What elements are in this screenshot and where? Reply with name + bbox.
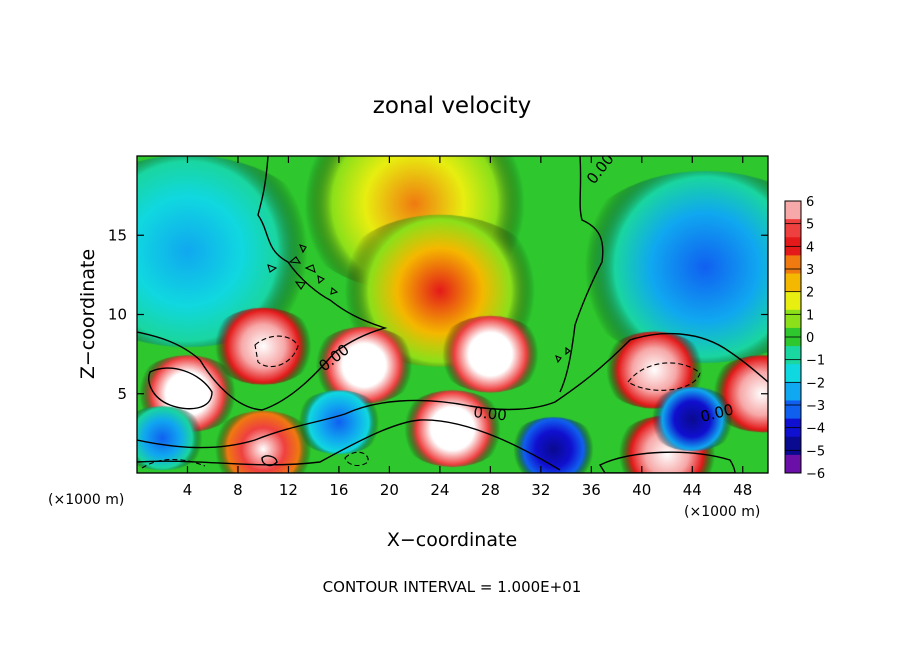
plot-area: 0.00 0.00 0.00 0.00 — [137, 156, 768, 473]
colorbar-swatch — [785, 255, 801, 275]
x-tick-label: 44 — [683, 481, 702, 499]
zero-contour-bottom — [137, 419, 561, 471]
colorbar-label: 1 — [806, 308, 814, 323]
colorbar-label: −4 — [806, 422, 825, 437]
colorbar-swatch — [785, 219, 801, 238]
colorbar-label: 2 — [806, 286, 814, 301]
colorbar: 6 5 4 3 2 1 0 −1 −2 −3 −4 −5 −6 — [784, 195, 825, 482]
negative-contour-right — [627, 362, 701, 391]
colorbar-swatch — [785, 309, 801, 329]
x-axis-label: X−coordinate — [387, 529, 517, 551]
colorbar-label: −1 — [806, 354, 825, 369]
colorbar-label: 6 — [806, 195, 814, 210]
zero-contour-left — [137, 156, 388, 411]
x-tick-label: 4 — [183, 481, 193, 499]
colorbar-swatch — [785, 273, 801, 293]
colorbar-swatch — [785, 346, 801, 365]
colorbar-swatch — [785, 201, 801, 220]
speckle-contours — [267, 244, 571, 364]
colorbar-swatch — [785, 436, 801, 456]
colorbar-label: −6 — [806, 467, 825, 482]
x-tick-label: 24 — [430, 481, 449, 499]
x-tick-label: 16 — [329, 481, 348, 499]
x-unit-left: (×1000 m) — [48, 492, 124, 508]
x-tick-label: 48 — [733, 481, 752, 499]
colorbar-swatch — [785, 400, 801, 420]
colorbar-label: −5 — [806, 444, 825, 459]
colorbar-label: 0 — [806, 331, 814, 346]
chart-title: zonal velocity — [373, 93, 531, 119]
x-tick-label: 32 — [531, 481, 550, 499]
contour-lines — [137, 156, 768, 473]
colorbar-swatch — [785, 454, 801, 474]
zero-contour-right — [559, 156, 604, 393]
closed-contour-left — [148, 367, 213, 410]
negative-contour-left — [254, 335, 299, 367]
x-tick-label: 28 — [481, 481, 500, 499]
y-tick-label: 15 — [108, 226, 127, 244]
x-tick-label: 20 — [380, 481, 399, 499]
y-tick-label: 10 — [108, 306, 127, 324]
colorbar-swatch — [785, 291, 801, 311]
y-axis-label: Z−coordinate — [77, 249, 99, 379]
y-tick-label: 5 — [117, 385, 127, 403]
velocity-field — [137, 156, 768, 473]
contour-interval-note: CONTOUR INTERVAL = 1.000E+01 — [323, 578, 582, 596]
small-contour — [261, 455, 278, 467]
colorbar-label: 4 — [806, 240, 814, 255]
colorbar-swatch — [785, 364, 801, 383]
x-tick-label: 12 — [279, 481, 298, 499]
colorbar-label: −2 — [806, 376, 825, 391]
colorbar-label: 3 — [806, 263, 814, 278]
negative-contour-bottom — [141, 459, 206, 469]
colorbar-label: 5 — [806, 218, 814, 233]
colorbar-swatch — [785, 382, 801, 401]
x-tick-label: 40 — [632, 481, 651, 499]
x-tick-label: 8 — [233, 481, 243, 499]
zero-contour-lower — [137, 332, 768, 449]
x-tick-label: 36 — [582, 481, 601, 499]
colorbar-label: −3 — [806, 399, 825, 414]
negative-contour-center — [344, 451, 369, 467]
contour-label: 0.00 — [473, 403, 508, 424]
x-unit-right: (×1000 m) — [684, 504, 760, 520]
